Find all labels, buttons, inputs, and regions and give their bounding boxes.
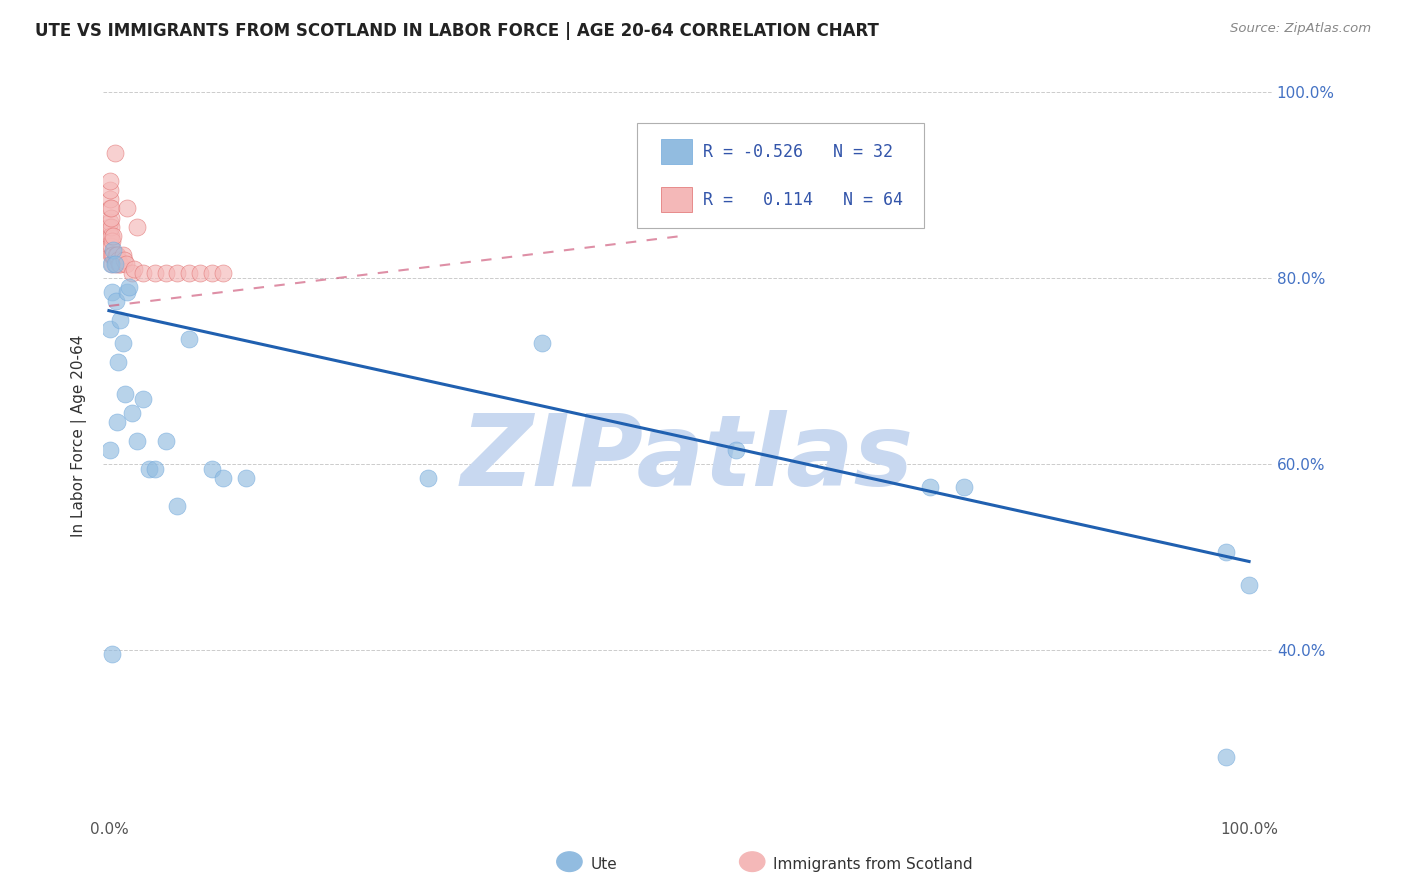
- Point: [111, 248, 134, 262]
- Point: [177, 332, 200, 346]
- Point: [107, 355, 129, 369]
- Point: [1215, 545, 1237, 559]
- Point: [104, 252, 127, 267]
- Point: [112, 252, 135, 267]
- Point: [103, 248, 125, 262]
- Point: [104, 248, 127, 262]
- Point: [98, 202, 121, 216]
- Point: [98, 192, 121, 206]
- Point: [115, 285, 138, 299]
- Point: [200, 267, 222, 281]
- Point: [101, 257, 124, 271]
- Point: [101, 248, 124, 262]
- Point: [132, 267, 155, 281]
- Point: [107, 252, 129, 267]
- Point: [100, 211, 122, 225]
- Text: Source: ZipAtlas.com: Source: ZipAtlas.com: [1230, 22, 1371, 36]
- Point: [98, 238, 121, 252]
- Point: [101, 234, 124, 248]
- Point: [212, 471, 235, 485]
- Point: [100, 220, 122, 235]
- Point: [115, 202, 138, 216]
- Point: [103, 229, 125, 244]
- Point: [1237, 578, 1260, 592]
- Point: [155, 267, 177, 281]
- Point: [104, 145, 127, 160]
- Text: Ute: Ute: [591, 857, 617, 872]
- Point: [531, 336, 554, 351]
- Point: [127, 220, 149, 235]
- Text: R = -0.526   N = 32: R = -0.526 N = 32: [703, 143, 893, 161]
- Point: [155, 434, 177, 448]
- Point: [101, 648, 124, 662]
- Point: [104, 294, 127, 309]
- Point: [918, 480, 941, 494]
- Point: [121, 406, 143, 420]
- Point: [98, 183, 121, 197]
- Point: [98, 322, 121, 336]
- Point: [105, 248, 128, 262]
- Point: [111, 336, 134, 351]
- Y-axis label: In Labor Force | Age 20-64: In Labor Force | Age 20-64: [72, 334, 87, 537]
- Point: [132, 392, 155, 406]
- Point: [98, 173, 121, 187]
- Point: [98, 215, 121, 229]
- Point: [724, 442, 747, 457]
- Point: [143, 461, 166, 475]
- Point: [100, 229, 122, 244]
- Point: [105, 415, 128, 429]
- Point: [110, 313, 132, 327]
- Point: [98, 229, 121, 244]
- Text: UTE VS IMMIGRANTS FROM SCOTLAND IN LABOR FORCE | AGE 20-64 CORRELATION CHART: UTE VS IMMIGRANTS FROM SCOTLAND IN LABOR…: [35, 22, 879, 40]
- Point: [138, 461, 160, 475]
- Point: [200, 461, 222, 475]
- Point: [100, 202, 122, 216]
- Point: [118, 280, 141, 294]
- Text: R =   0.114   N = 64: R = 0.114 N = 64: [703, 191, 903, 209]
- Point: [122, 261, 145, 276]
- Text: ZIPatlas: ZIPatlas: [461, 410, 914, 508]
- Point: [188, 267, 211, 281]
- Point: [100, 248, 122, 262]
- Point: [100, 238, 122, 252]
- Point: [418, 471, 440, 485]
- Point: [104, 257, 127, 271]
- Point: [212, 267, 235, 281]
- Point: [98, 220, 121, 235]
- Point: [166, 499, 188, 513]
- Point: [104, 257, 127, 271]
- Point: [143, 267, 166, 281]
- Point: [101, 285, 124, 299]
- Point: [1215, 749, 1237, 764]
- Point: [166, 267, 188, 281]
- Point: [127, 434, 149, 448]
- Point: [114, 387, 136, 401]
- Point: [100, 257, 122, 271]
- Point: [177, 267, 200, 281]
- Point: [115, 257, 138, 271]
- Point: [121, 267, 143, 281]
- Point: [110, 257, 132, 271]
- Point: [108, 257, 131, 271]
- Point: [953, 480, 976, 494]
- Text: Immigrants from Scotland: Immigrants from Scotland: [773, 857, 973, 872]
- Point: [98, 442, 121, 457]
- Point: [235, 471, 257, 485]
- Point: [103, 244, 125, 258]
